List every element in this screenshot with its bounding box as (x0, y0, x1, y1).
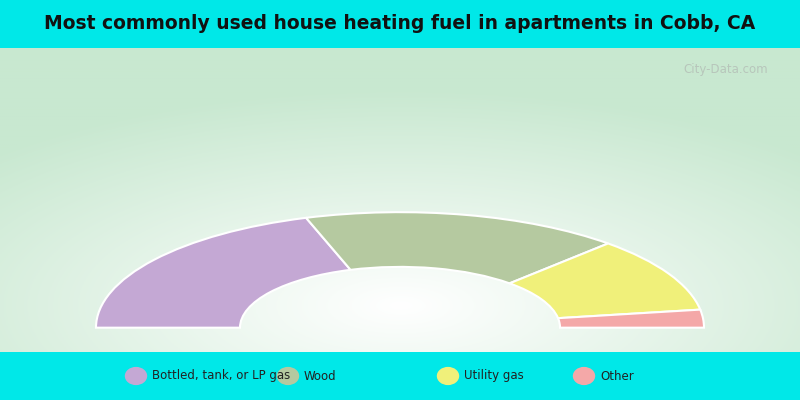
Wedge shape (306, 212, 608, 283)
Wedge shape (96, 218, 350, 328)
Ellipse shape (437, 367, 459, 385)
Ellipse shape (277, 367, 299, 385)
Text: Other: Other (600, 370, 634, 382)
Text: Wood: Wood (304, 370, 337, 382)
Text: Most commonly used house heating fuel in apartments in Cobb, CA: Most commonly used house heating fuel in… (44, 14, 756, 32)
Text: Utility gas: Utility gas (464, 370, 524, 382)
Ellipse shape (573, 367, 595, 385)
Wedge shape (510, 244, 700, 318)
Wedge shape (558, 310, 704, 328)
Text: City-Data.com: City-Data.com (683, 63, 768, 76)
Ellipse shape (125, 367, 147, 385)
Text: Bottled, tank, or LP gas: Bottled, tank, or LP gas (152, 370, 290, 382)
